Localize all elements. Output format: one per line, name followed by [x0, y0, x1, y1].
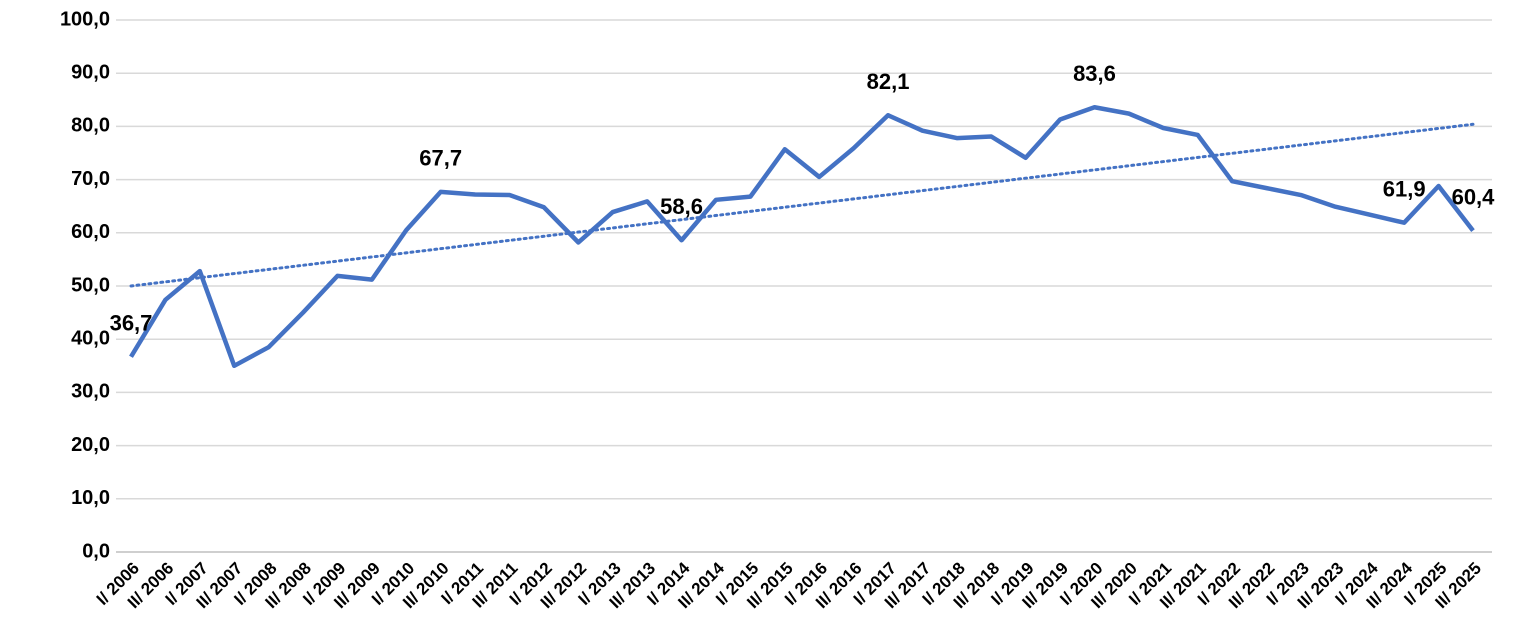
y-tick-label: 100,0: [60, 8, 110, 30]
y-tick-label: 20,0: [71, 434, 110, 456]
y-tick-label: 40,0: [71, 327, 110, 349]
data-label: 36,7: [110, 311, 153, 336]
y-tick-label: 70,0: [71, 168, 110, 190]
line: [129, 104, 1475, 369]
data-label: 82,1: [867, 69, 910, 94]
y-tick-label: 60,0: [71, 221, 110, 243]
data-label: 61,9: [1383, 177, 1426, 202]
data-label: 60,4: [1452, 184, 1496, 209]
y-tick-label: 90,0: [71, 61, 110, 83]
y-tick-label: 10,0: [71, 487, 110, 509]
trendline: [129, 122, 1475, 288]
y-tick-label: 30,0: [71, 381, 110, 403]
data-label: 58,6: [660, 194, 703, 219]
y-tick-label: 50,0: [71, 274, 110, 296]
data-label: 83,6: [1073, 61, 1116, 86]
y-tick-label: 0,0: [82, 540, 110, 562]
data-label: 67,7: [419, 146, 462, 171]
y-tick-label: 80,0: [71, 115, 110, 137]
